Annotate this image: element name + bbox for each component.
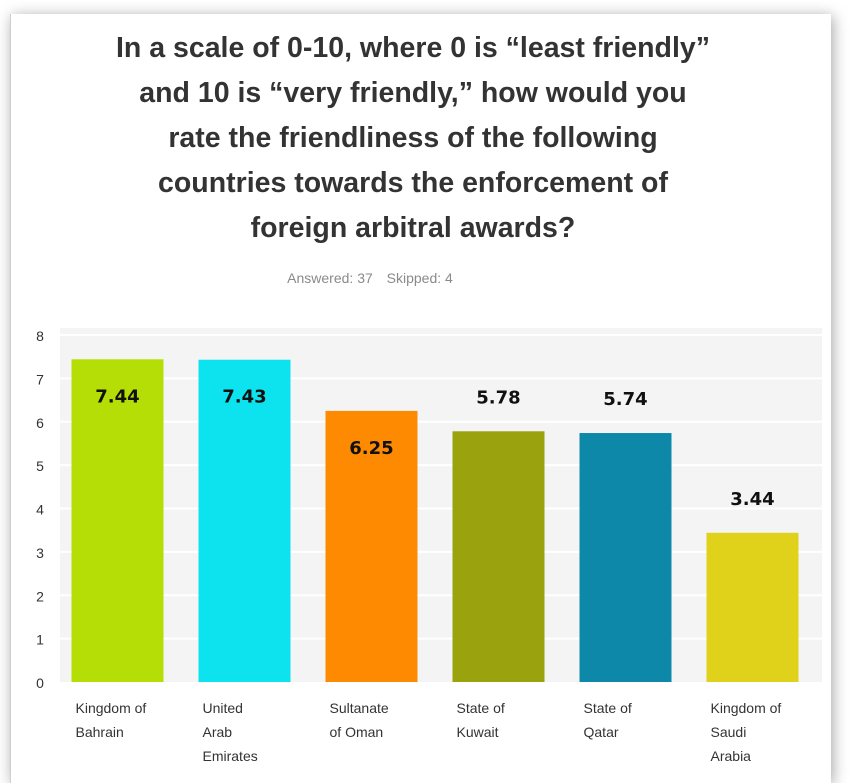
bar <box>452 431 545 682</box>
y-tick-label: 0 <box>36 675 44 691</box>
x-tick-label: United Arab Emirates <box>203 700 258 764</box>
x-tick-label: State of Kuwait <box>457 700 505 740</box>
y-tick-label: 2 <box>36 588 44 604</box>
response-stats: Answered: 37 Skipped: 4 <box>0 270 740 286</box>
bar <box>325 410 418 682</box>
y-tick-label: 8 <box>36 328 44 344</box>
x-tick-label: Sultanate of Oman <box>330 700 389 740</box>
y-tick-label: 7 <box>36 371 44 387</box>
data-label: 7.43 <box>222 387 266 408</box>
answered-count: Answered: 37 <box>287 270 373 286</box>
x-tick-label: Kingdom of Saudi Arabia <box>711 700 782 764</box>
bar <box>71 359 164 682</box>
data-label: 3.44 <box>730 489 774 510</box>
x-tick-label: Kingdom of Bahrain <box>76 700 147 740</box>
y-tick-label: 1 <box>36 632 44 648</box>
y-tick-label: 3 <box>36 545 44 561</box>
bar <box>198 359 291 682</box>
data-label: 5.78 <box>476 387 520 408</box>
y-tick-label: 5 <box>36 458 44 474</box>
y-tick-label: 4 <box>36 502 44 518</box>
question-title: In a scale of 0-10, where 0 is “least fr… <box>115 32 710 244</box>
data-label: 5.74 <box>603 389 647 410</box>
plot-background <box>60 328 822 682</box>
bar <box>579 433 672 682</box>
x-tick-label: State of Qatar <box>584 700 632 740</box>
y-tick-label: 6 <box>36 415 44 431</box>
skipped-count: Skipped: 4 <box>386 270 453 286</box>
data-label: 6.25 <box>349 438 393 459</box>
bar <box>706 532 799 682</box>
data-label: 7.44 <box>95 386 139 407</box>
